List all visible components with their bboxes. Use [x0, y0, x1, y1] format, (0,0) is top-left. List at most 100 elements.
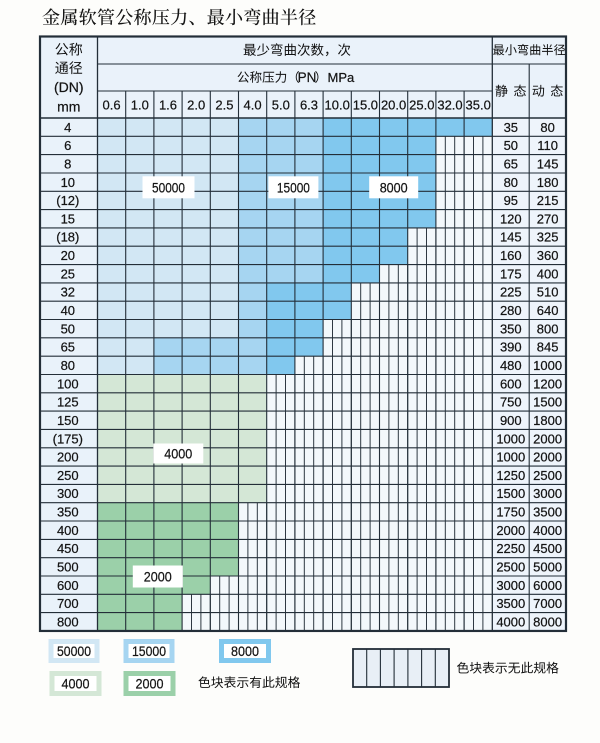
svg-text:50: 50 [504, 138, 518, 153]
svg-text:2.0: 2.0 [187, 97, 205, 112]
svg-text:15000: 15000 [132, 643, 166, 659]
svg-text:2250: 2250 [496, 541, 525, 556]
svg-text:80: 80 [504, 175, 518, 190]
svg-text:125: 125 [57, 395, 79, 410]
svg-text:120: 120 [500, 211, 522, 226]
svg-text:4500: 4500 [533, 541, 562, 556]
svg-text:2000: 2000 [496, 523, 525, 538]
svg-text:50: 50 [61, 321, 75, 336]
svg-text:350: 350 [500, 321, 522, 336]
svg-text:400: 400 [537, 266, 559, 281]
svg-text:480: 480 [500, 358, 522, 373]
svg-text:(DN): (DN) [54, 79, 84, 95]
svg-text:32.0: 32.0 [437, 97, 462, 112]
svg-text:1800: 1800 [533, 413, 562, 428]
svg-text:4000: 4000 [496, 614, 525, 629]
svg-text:15: 15 [61, 211, 75, 226]
svg-text:180: 180 [537, 175, 559, 190]
svg-text:100: 100 [57, 376, 79, 391]
svg-text:6: 6 [64, 138, 71, 153]
svg-text:(12): (12) [56, 193, 79, 208]
svg-text:450: 450 [57, 541, 79, 556]
svg-text:2500: 2500 [496, 559, 525, 574]
svg-text:32: 32 [61, 285, 75, 300]
svg-text:25.0: 25.0 [409, 97, 434, 112]
svg-text:750: 750 [500, 395, 522, 410]
svg-text:1200: 1200 [533, 376, 562, 391]
svg-text:4000: 4000 [164, 446, 192, 462]
svg-text:15.0: 15.0 [353, 97, 378, 112]
svg-text:700: 700 [57, 596, 79, 611]
svg-text:50000: 50000 [57, 643, 91, 659]
svg-text:(175): (175) [53, 431, 83, 446]
svg-text:65: 65 [61, 340, 75, 355]
svg-text:10: 10 [61, 175, 75, 190]
svg-text:215: 215 [537, 193, 559, 208]
svg-text:0.6: 0.6 [103, 97, 121, 112]
svg-text:80: 80 [61, 358, 75, 373]
svg-text:2.5: 2.5 [215, 97, 233, 112]
svg-text:510: 510 [537, 285, 559, 300]
svg-text:845: 845 [537, 340, 559, 355]
svg-text:1000: 1000 [533, 358, 562, 373]
svg-text:800: 800 [537, 321, 559, 336]
svg-text:4: 4 [64, 120, 71, 135]
svg-text:600: 600 [57, 578, 79, 593]
svg-text:50000: 50000 [152, 179, 185, 195]
svg-text:4000: 4000 [533, 523, 562, 538]
svg-text:2000: 2000 [144, 569, 172, 585]
svg-text:1500: 1500 [496, 486, 525, 501]
svg-text:1500: 1500 [533, 395, 562, 410]
svg-text:1.6: 1.6 [159, 97, 177, 112]
svg-text:600: 600 [500, 376, 522, 391]
svg-text:6000: 6000 [533, 578, 562, 593]
svg-text:3500: 3500 [496, 596, 525, 611]
svg-text:250: 250 [57, 468, 79, 483]
svg-text:20: 20 [61, 248, 75, 263]
svg-text:(18): (18) [56, 230, 79, 245]
svg-text:80: 80 [540, 120, 554, 135]
svg-text:65: 65 [504, 156, 518, 171]
svg-text:280: 280 [500, 303, 522, 318]
svg-text:40: 40 [61, 303, 75, 318]
svg-text:2000: 2000 [533, 450, 562, 465]
svg-text:95: 95 [504, 193, 518, 208]
svg-text:800: 800 [57, 614, 79, 629]
svg-text:900: 900 [500, 413, 522, 428]
svg-text:4000: 4000 [62, 676, 90, 692]
svg-text:3000: 3000 [533, 486, 562, 501]
svg-text:110: 110 [537, 138, 558, 153]
svg-text:390: 390 [500, 340, 522, 355]
svg-text:200: 200 [57, 450, 79, 465]
svg-text:7000: 7000 [533, 596, 562, 611]
svg-text:5.0: 5.0 [272, 97, 290, 112]
svg-text:8000: 8000 [231, 643, 259, 659]
svg-text:8000: 8000 [533, 614, 562, 629]
svg-text:1.0: 1.0 [131, 97, 149, 112]
svg-text:150: 150 [57, 413, 79, 428]
svg-text:325: 325 [537, 230, 559, 245]
svg-text:500: 500 [57, 559, 79, 574]
svg-text:145: 145 [537, 156, 559, 171]
svg-text:1750: 1750 [496, 505, 525, 520]
svg-text:6.3: 6.3 [300, 97, 318, 112]
svg-text:3500: 3500 [533, 505, 562, 520]
svg-text:350: 350 [57, 505, 79, 520]
svg-text:3000: 3000 [496, 578, 525, 593]
svg-text:20.0: 20.0 [381, 97, 406, 112]
svg-text:300: 300 [57, 486, 79, 501]
svg-text:360: 360 [537, 248, 559, 263]
svg-text:145: 145 [500, 230, 522, 245]
svg-text:5000: 5000 [533, 559, 562, 574]
svg-text:35.0: 35.0 [466, 97, 491, 112]
svg-text:160: 160 [500, 248, 522, 263]
svg-text:MPa: MPa [328, 70, 356, 85]
svg-text:35: 35 [504, 120, 518, 135]
svg-text:2000: 2000 [136, 676, 164, 692]
svg-text:2000: 2000 [533, 431, 562, 446]
svg-text:1250: 1250 [496, 468, 525, 483]
svg-text:225: 225 [500, 285, 522, 300]
svg-text:PN: PN [298, 70, 317, 85]
svg-text:400: 400 [57, 523, 79, 538]
svg-text:8: 8 [64, 156, 71, 171]
